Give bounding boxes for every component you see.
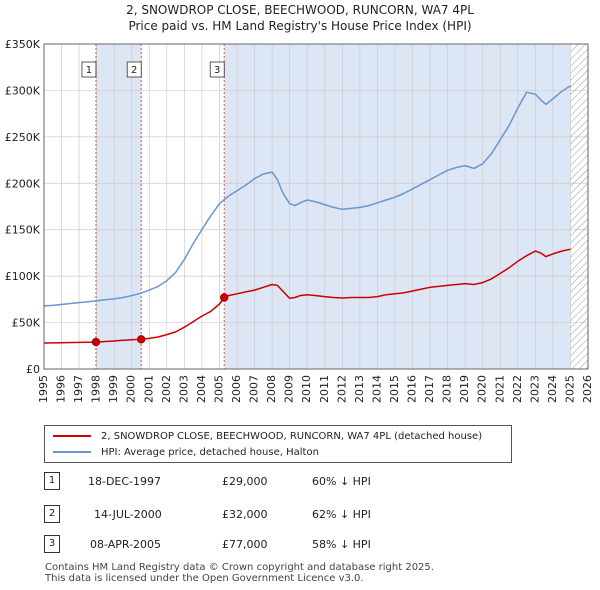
sale-price: £77,000 (222, 538, 268, 551)
sale-number-badge: 3 (44, 535, 60, 553)
sale-date: 14-JUL-2000 (94, 508, 162, 521)
x-tick-label: 2001 (142, 375, 155, 403)
legend-item-property: 2, SNOWDROP CLOSE, BEECHWOOD, RUNCORN, W… (53, 429, 482, 443)
sale-row: 1 18-DEC-1997 £29,000 60% ↓ HPI (44, 472, 564, 492)
x-tick-label: 2019 (458, 375, 471, 403)
x-tick-label: 2005 (212, 375, 225, 403)
sale-marker-box (209, 61, 225, 78)
sale-hpi-diff: 60% ↓ HPI (312, 475, 371, 488)
x-tick-label: 1996 (55, 375, 68, 403)
sale-marker-label: 1 (86, 65, 92, 76)
legend-item-hpi: HPI: Average price, detached house, Halt… (53, 445, 319, 459)
footer-line2: This data is licensed under the Open Gov… (45, 573, 364, 584)
y-tick-label: £350K (5, 38, 41, 51)
ownership-band (224, 44, 571, 369)
plot-frame (43, 43, 589, 370)
footer-line1: Contains HM Land Registry data © Crown c… (45, 562, 434, 573)
x-tick-label: 2024 (546, 375, 559, 403)
legend-label-property: 2, SNOWDROP CLOSE, BEECHWOOD, RUNCORN, W… (101, 430, 483, 442)
sale-marker-box (126, 61, 142, 78)
x-tick-label: 2010 (300, 375, 313, 403)
sale-point (91, 337, 101, 347)
sale-price: £32,000 (222, 508, 268, 521)
x-tick-label: 2018 (441, 375, 454, 403)
x-tick-label: 1999 (107, 375, 120, 403)
sale-hpi-diff: 62% ↓ HPI (312, 508, 371, 521)
sale-date: 18-DEC-1997 (88, 475, 162, 488)
x-tick-label: 2012 (335, 375, 348, 403)
x-tick-label: 2004 (195, 375, 208, 403)
x-tick-label: 2020 (476, 375, 489, 403)
y-tick-label: £50K (12, 317, 41, 330)
x-tick-label: 2002 (160, 375, 173, 403)
y-tick-label: £300K (5, 84, 41, 97)
y-tick-label: £100K (5, 270, 41, 283)
sale-point (220, 293, 229, 302)
hpi-line (43, 85, 571, 307)
y-tick-label: £250K (5, 131, 41, 144)
x-tick-label: 2026 (581, 375, 594, 403)
legend-swatch-property (53, 435, 91, 437)
x-tick-label: 2013 (353, 375, 366, 403)
chart-title-line2: Price paid vs. HM Land Registry's House … (128, 19, 472, 33)
x-tick-label: 2008 (265, 375, 278, 403)
sale-date: 08-APR-2005 (90, 538, 162, 551)
sale-number-badge: 1 (44, 472, 60, 490)
y-tick-label: £200K (5, 177, 41, 190)
sale-marker-label: 3 (214, 65, 220, 76)
x-tick-label: 2015 (388, 375, 401, 403)
ownership-band (95, 44, 142, 369)
x-tick-label: 2014 (370, 375, 383, 403)
sale-row: 2 14-JUL-2000 £32,000 62% ↓ HPI (44, 505, 564, 525)
sale-hpi-diff: 58% ↓ HPI (312, 538, 371, 551)
footer-attribution: Contains HM Land Registry data © Crown c… (45, 562, 434, 584)
x-tick-label: 2025 (563, 375, 576, 403)
y-tick-label: £0 (26, 363, 40, 376)
x-tick-label: 2009 (283, 375, 296, 403)
x-tick-label: 2006 (230, 375, 243, 403)
sale-row: 3 08-APR-2005 £77,000 58% ↓ HPI (44, 535, 564, 555)
y-tick-label: £150K (5, 224, 41, 237)
x-tick-label: 1998 (90, 375, 103, 403)
x-tick-label: 2011 (318, 375, 331, 403)
x-tick-label: 2023 (528, 375, 541, 403)
chart-title-line1: 2, SNOWDROP CLOSE, BEECHWOOD, RUNCORN, W… (126, 3, 474, 17)
x-tick-label: 2022 (511, 375, 524, 403)
property-price-line (43, 248, 571, 344)
sale-marker-label: 2 (131, 65, 137, 76)
legend-swatch-hpi (53, 451, 91, 453)
sale-marker-box (81, 61, 97, 78)
price-chart: 1 2 3 £0 £50K £100K £150K £200K £250K £300K £350K… (5, 38, 594, 403)
x-tick-label: 2003 (177, 375, 190, 403)
x-tick-label: 2021 (493, 375, 506, 403)
x-tick-label: 1997 (72, 375, 85, 403)
x-tick-label: 2016 (406, 375, 419, 403)
forecast-hatch (570, 44, 588, 369)
x-tick-label: 2007 (248, 375, 261, 403)
x-tick-label: 1995 (37, 375, 50, 403)
legend-label-hpi: HPI: Average price, detached house, Halt… (101, 446, 319, 458)
sale-price: £29,000 (222, 475, 268, 488)
sale-number-badge: 2 (44, 505, 60, 523)
x-tick-label: 2017 (423, 375, 436, 403)
legend: 2, SNOWDROP CLOSE, BEECHWOOD, RUNCORN, W… (44, 425, 512, 463)
sale-point (137, 335, 146, 344)
x-tick-label: 2000 (125, 375, 138, 403)
